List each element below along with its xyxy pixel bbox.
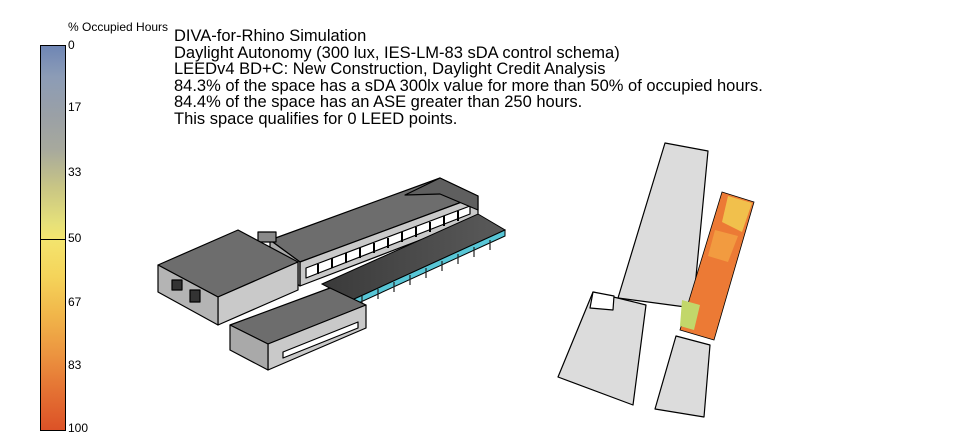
legend-color-scale bbox=[40, 45, 66, 431]
legend-threshold-line bbox=[40, 239, 66, 240]
legend-tick-83: 83 bbox=[68, 358, 82, 372]
legend-tick-17: 17 bbox=[68, 100, 82, 114]
glazed-terrace bbox=[320, 213, 507, 307]
info-line-sda-result: 84.3% of the space has a sDA 300lx value… bbox=[174, 76, 763, 95]
legend-tick-50: 50 bbox=[68, 231, 82, 245]
info-line-credit: LEEDv4 BD+C: New Construction, Daylight … bbox=[174, 60, 606, 79]
info-line-ase-result: 84.4% of the space has an ASE greater th… bbox=[174, 93, 583, 112]
info-line-leed-points: This space qualifies for 0 LEED points. bbox=[174, 109, 458, 128]
central-wing bbox=[257, 177, 479, 287]
legend-title: % Occupied Hours bbox=[68, 20, 169, 34]
simulation-info: DIVA-for-Rhino Simulation Daylight Auton… bbox=[174, 28, 763, 128]
south-block bbox=[229, 287, 367, 371]
legend-tick-0: 0 bbox=[68, 38, 75, 52]
legend-tick-100: 100 bbox=[68, 421, 89, 435]
info-line-metric: Daylight Autonomy (300 lux, IES-LM-83 sD… bbox=[174, 43, 620, 62]
west-block bbox=[157, 229, 299, 326]
info-line-title: DIVA-for-Rhino Simulation bbox=[174, 27, 367, 45]
legend-tick-33: 33 bbox=[68, 165, 82, 179]
sda-heatmap bbox=[679, 191, 755, 341]
plan-view bbox=[557, 142, 711, 418]
legend-tick-67: 67 bbox=[68, 295, 82, 309]
